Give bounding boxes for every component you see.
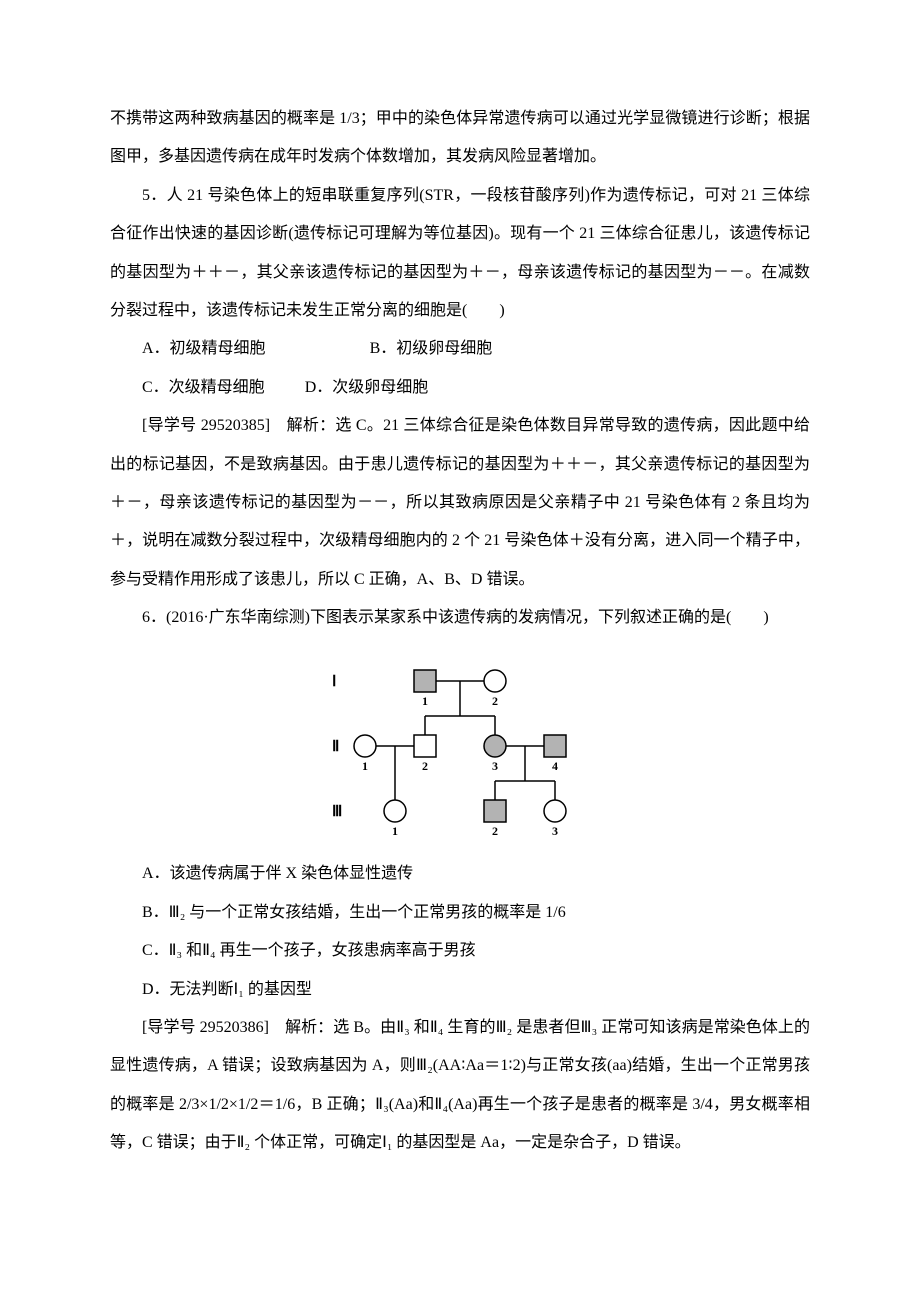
svg-text:Ⅲ: Ⅲ xyxy=(332,804,342,820)
option-5d: D．次级卵母细胞 xyxy=(305,379,429,396)
svg-text:1: 1 xyxy=(392,824,398,838)
svg-text:3: 3 xyxy=(552,824,558,838)
question-6-explanation: [导学号 29520386] 解析：选 B。由Ⅱ₃ 和Ⅱ₄ 生育的Ⅲ₂ 是患者但… xyxy=(110,1009,810,1163)
question-5-explanation: [导学号 29520385] 解析：选 C。21 三体综合征是染色体数目异常导致… xyxy=(110,407,810,599)
option-5b: B．初级卵母细胞 xyxy=(370,340,493,357)
option-6d: D．无法判断Ⅰ₁ 的基因型 xyxy=(110,971,810,1009)
svg-text:2: 2 xyxy=(492,694,498,708)
option-6a: A．该遗传病属于伴 X 染色体显性遗传 xyxy=(110,855,810,893)
svg-text:1: 1 xyxy=(422,694,428,708)
svg-text:Ⅱ: Ⅱ xyxy=(332,739,339,755)
option-5c: C．次级精母细胞 xyxy=(142,379,265,396)
svg-text:3: 3 xyxy=(492,759,498,773)
question-5-stem: 5．人 21 号染色体上的短串联重复序列(STR，一段核苷酸序列)作为遗传标记，… xyxy=(110,177,810,331)
pedigree-diagram: Ⅰ Ⅱ Ⅲ 1 2 1 2 3 4 1 2 3 xyxy=(320,651,600,841)
svg-text:2: 2 xyxy=(422,759,428,773)
question-5-options-row2: C．次级精母细胞 D．次级卵母细胞 xyxy=(110,369,810,407)
option-6b: B．Ⅲ₂ 与一个正常女孩结婚，生出一个正常男孩的概率是 1/6 xyxy=(110,894,810,932)
svg-text:4: 4 xyxy=(552,759,558,773)
option-6c: C．Ⅱ₃ 和Ⅱ₄ 再生一个孩子，女孩患病率高于男孩 xyxy=(110,932,810,970)
continuation-paragraph: 不携带这两种致病基因的概率是 1/3；甲中的染色体异常遗传病可以通过光学显微镜进… xyxy=(110,100,810,177)
svg-text:Ⅰ: Ⅰ xyxy=(332,674,336,690)
svg-text:2: 2 xyxy=(492,824,498,838)
svg-text:1: 1 xyxy=(362,759,368,773)
question-5-options-row1: A．初级精母细胞 B．初级卵母细胞 xyxy=(110,330,810,368)
question-6-stem: 6．(2016·广东华南综测)下图表示某家系中该遗传病的发病情况，下列叙述正确的… xyxy=(110,599,810,637)
option-5a: A．初级精母细胞 xyxy=(142,340,266,357)
